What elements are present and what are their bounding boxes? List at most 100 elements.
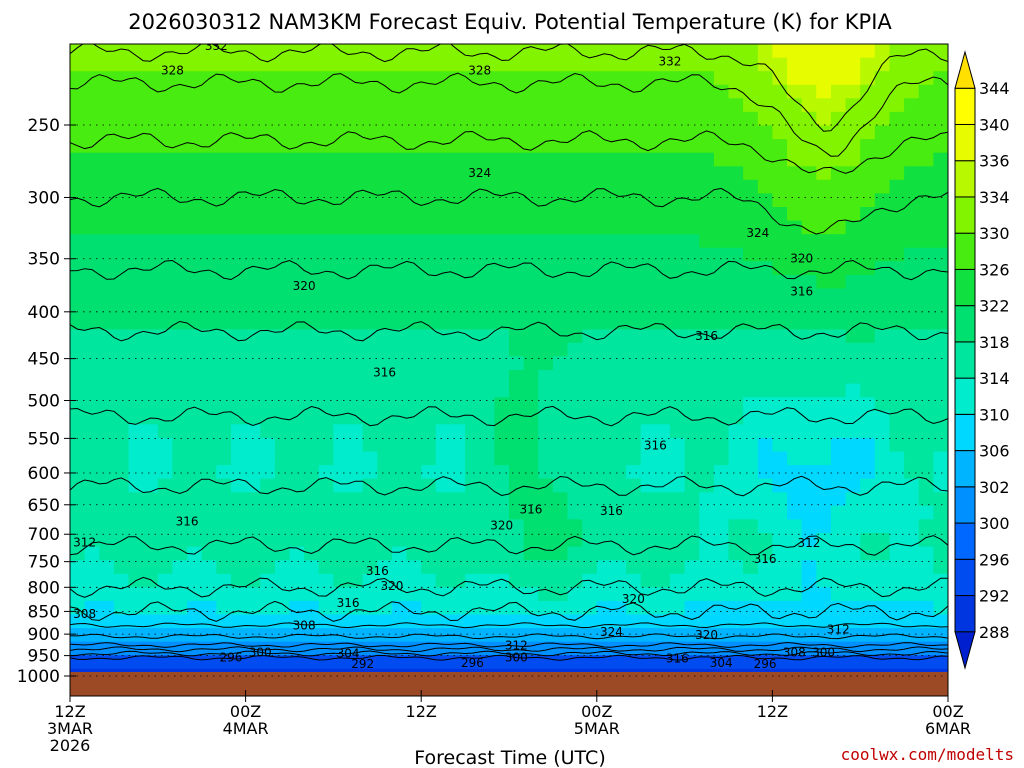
fill-cell — [391, 342, 408, 358]
fill-cell — [333, 247, 349, 263]
fill-cell — [377, 139, 393, 154]
fill-cell — [626, 302, 642, 317]
fill-cell — [260, 492, 276, 507]
fill-cell — [904, 641, 920, 657]
contour-label: 328 — [161, 64, 184, 78]
fill-cell — [670, 370, 686, 385]
fill-cell — [333, 410, 349, 426]
fill-cell — [611, 451, 627, 466]
fill-cell — [274, 451, 291, 466]
fill-cell — [128, 628, 144, 643]
fill-cell — [801, 111, 818, 127]
credit-text[interactable]: coolwx.com/modelts — [841, 745, 1014, 764]
fill-cell — [816, 152, 832, 168]
fill-cell — [318, 370, 335, 385]
fill-cell — [552, 288, 569, 303]
fill-cell — [391, 465, 408, 480]
fill-cell — [348, 288, 364, 303]
fill-cell — [435, 641, 452, 657]
fill-cell — [99, 451, 115, 466]
fill-cell — [845, 247, 861, 263]
fill-cell — [699, 234, 715, 249]
fill-cell — [845, 478, 861, 494]
fill-cell — [494, 288, 510, 303]
fill-cell — [918, 560, 935, 575]
fill-cell — [304, 84, 320, 100]
fill-cell — [494, 505, 510, 521]
fill-cell — [216, 437, 232, 453]
fill-cell — [157, 410, 174, 426]
fill-cell — [348, 98, 364, 113]
fill-cell — [611, 519, 627, 534]
colorbar-swatch — [954, 595, 976, 633]
fill-cell — [494, 166, 510, 181]
fill-cell — [728, 166, 744, 181]
fill-cell — [143, 370, 159, 385]
fill-cell — [391, 424, 408, 439]
fill-cell — [699, 492, 715, 507]
fill-cell — [816, 573, 832, 589]
fill-cell — [889, 342, 905, 358]
fill-cell — [187, 152, 203, 168]
fill-cell — [538, 641, 554, 657]
fill-cell — [465, 492, 481, 507]
contour-line — [70, 633, 948, 640]
fill-cell — [713, 288, 730, 303]
fill-cell — [918, 478, 935, 494]
fill-cell — [99, 179, 115, 195]
fill-cell — [391, 179, 408, 195]
fill-cell — [70, 179, 86, 195]
fill-cell — [699, 315, 715, 331]
fill-cell — [596, 139, 613, 154]
fill-cell — [670, 302, 686, 317]
fill-cell — [509, 125, 525, 140]
fill-cell — [216, 247, 232, 263]
fill-cell — [362, 125, 379, 140]
fill-cell — [552, 261, 569, 276]
fill-cell — [245, 84, 261, 100]
fill-cell — [567, 546, 583, 561]
fill-cell — [348, 356, 364, 371]
fill-cell — [99, 492, 115, 507]
fill-cell — [567, 370, 583, 385]
fill-cell — [699, 261, 715, 276]
surface-ground — [70, 672, 948, 696]
fill-cell — [201, 505, 218, 521]
fill-cell — [406, 179, 422, 195]
fill-cell — [626, 288, 642, 303]
fill-cell — [289, 57, 305, 72]
fill-cell — [816, 44, 832, 59]
fill-cell — [582, 437, 598, 453]
fill-cell — [187, 356, 203, 371]
fill-cell — [830, 465, 847, 480]
fill-cell — [479, 193, 496, 208]
fill-cell — [479, 274, 496, 290]
colorbar-swatch — [954, 522, 976, 560]
fill-cell — [348, 247, 364, 263]
fill-cell — [216, 573, 232, 589]
fill-cell — [684, 98, 700, 113]
fill-cell — [787, 57, 803, 72]
fill-cell — [801, 519, 818, 534]
fill-cell — [435, 560, 452, 575]
fill-cell — [143, 57, 159, 72]
fill-cell — [289, 465, 305, 480]
fill-cell — [860, 302, 876, 317]
fill-cell — [391, 166, 408, 181]
fill-cell — [377, 628, 393, 643]
fill-cell — [450, 288, 466, 303]
fill-cell — [874, 655, 891, 670]
fill-cell — [435, 179, 452, 195]
contour-label: 316 — [644, 439, 667, 453]
fill-cell — [157, 370, 174, 385]
fill-cell — [494, 600, 510, 616]
fill-cell — [391, 560, 408, 575]
fill-cell — [450, 356, 466, 371]
contour-line — [70, 576, 948, 598]
fill-cell — [611, 546, 627, 561]
fill-cell — [289, 220, 305, 235]
fill-cell — [611, 302, 627, 317]
fill-cell — [465, 587, 481, 602]
fill-cell — [421, 207, 437, 222]
fill-cell — [245, 587, 261, 602]
